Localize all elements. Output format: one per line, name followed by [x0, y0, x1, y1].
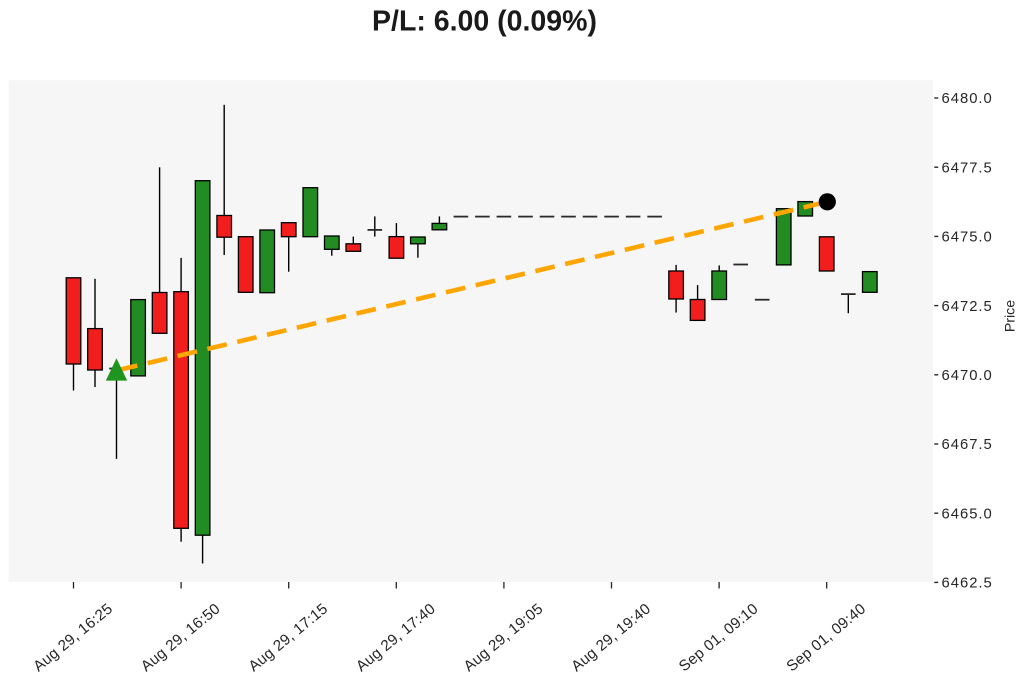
svg-text:6470.0: 6470.0	[942, 368, 993, 384]
svg-text:6480.0: 6480.0	[942, 91, 993, 107]
svg-text:6472.5: 6472.5	[942, 299, 993, 315]
svg-text:6467.5: 6467.5	[942, 437, 993, 453]
svg-text:6477.5: 6477.5	[942, 160, 993, 176]
svg-text:6462.5: 6462.5	[942, 576, 993, 592]
svg-text:P/L: 6.00 (0.09%): P/L: 6.00 (0.09%)	[372, 6, 597, 38]
svg-text:6465.0: 6465.0	[942, 506, 993, 522]
svg-text:6475.0: 6475.0	[942, 230, 993, 246]
svg-text:Price: Price	[1003, 300, 1019, 332]
